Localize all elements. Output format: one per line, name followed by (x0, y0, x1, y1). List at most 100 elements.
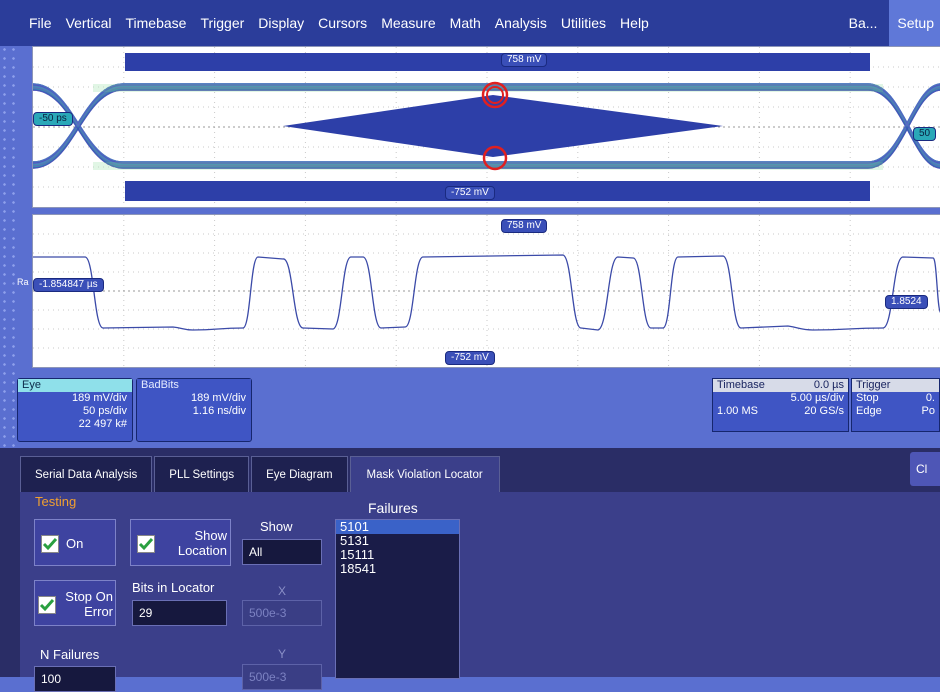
close-button[interactable]: Cl (910, 452, 940, 486)
on-toggle[interactable]: On (34, 519, 116, 566)
show-select[interactable]: All (242, 539, 322, 565)
failure-item[interactable]: 18541 (340, 561, 377, 576)
eye-trace-title: Eye (18, 379, 132, 392)
check-icon (39, 599, 55, 612)
bits-in-locator-label: Bits in Locator (132, 580, 215, 595)
trigger-row-2: Edge Po (852, 405, 939, 418)
check-icon (138, 538, 154, 551)
timebase-samples: 1.00 MS (717, 405, 758, 417)
show-location-label: Show Location (177, 528, 227, 558)
ra-marker: Ra (17, 277, 29, 287)
failure-item[interactable]: 5131 (340, 533, 369, 548)
badbits-trace-title: BadBits (137, 379, 251, 392)
menu-item-math[interactable]: Math (449, 15, 481, 31)
menu-item-utilities[interactable]: Utilities (560, 15, 607, 31)
tab-eye-diagram[interactable]: Eye Diagram (251, 456, 348, 493)
timebase-row: 1.00 MS 20 GS/s (713, 405, 848, 418)
menu-item-analysis[interactable]: Analysis (494, 15, 547, 31)
eye-trace (33, 83, 940, 163)
waveform-panel[interactable]: 758 mV -752 mV -1.854847 µs 1.8524 (32, 214, 940, 368)
failures-label: Failures (368, 500, 418, 516)
eye-left-time-label: -50 ps (33, 112, 73, 126)
eye-right-time-label: 50 (913, 127, 937, 141)
badbits-trace-line-1: 189 mV/div (190, 392, 246, 404)
stop-on-error-toggle[interactable]: Stop On Error (34, 580, 116, 626)
trigger-type: Edge (856, 405, 882, 417)
timebase-header: Timebase 0.0 µs (713, 379, 848, 392)
badbits-trace-box[interactable]: BadBits 189 mV/div 1.16 ns/div (136, 378, 252, 442)
trigger-slope: Po (921, 405, 935, 417)
tab-serial-data-analysis[interactable]: Serial Data Analysis (20, 456, 153, 493)
timebase-per-div: 5.00 µs/div (790, 392, 844, 404)
eye-diagram-panel[interactable]: 758 mV -752 mV -50 ps 50 (32, 46, 940, 208)
trigger-mode: Stop (856, 392, 879, 404)
wave-right-cursor-label[interactable]: 1.8524 (885, 295, 928, 309)
menu-item-display[interactable]: Display (258, 15, 305, 31)
stop-on-error-checkbox[interactable] (38, 596, 56, 614)
trigger-title: Trigger (856, 379, 891, 391)
wave-left-cursor-label[interactable]: -1.854847 µs (33, 278, 104, 292)
mask-violation-pane: Testing On Show Location Show All Stop O… (20, 492, 940, 692)
menu-items: File Vertical Timebase Trigger Display Cursor… (22, 15, 656, 31)
tab-mask-violation-locator[interactable]: Mask Violation Locator (349, 456, 500, 493)
n-failures-input[interactable]: 100 (34, 666, 116, 692)
show-location-checkbox[interactable] (137, 535, 155, 553)
menu-item-file[interactable]: File (29, 15, 52, 31)
testing-label: Testing (35, 494, 77, 509)
y-label: Y (278, 647, 287, 661)
violation-marker (482, 145, 508, 171)
eye-bottom-mask (125, 181, 870, 201)
menu-item-timebase[interactable]: Timebase (125, 15, 187, 31)
show-location-toggle[interactable]: Show Location (130, 519, 231, 566)
timebase-offset: 0.0 µs (813, 379, 844, 391)
menu-item-cursors[interactable]: Cursors (318, 15, 368, 31)
eye-diagram-plot (33, 47, 940, 207)
failure-item[interactable]: 15111 (340, 547, 375, 562)
eye-trace-line-3: 22 497 k# (78, 418, 127, 430)
trigger-header: Trigger (852, 379, 939, 392)
eye-top-mask (125, 53, 870, 71)
wave-top-label: 758 mV (501, 219, 548, 233)
dialog-tabs: Serial Data Analysis PLL Settings Eye Di… (20, 456, 502, 493)
eye-trace-line-1: 189 mV/div (71, 392, 127, 404)
failures-list[interactable]: 5101 5131 15111 18541 (335, 519, 460, 679)
menu-right: Ba... Setup (849, 0, 940, 46)
violation-marker (481, 81, 509, 109)
eye-trace (33, 89, 940, 169)
x-input[interactable]: 500e-3 (242, 600, 322, 626)
menu-bar: File Vertical Timebase Trigger Display Cursor… (0, 0, 940, 46)
menu-item-measure[interactable]: Measure (381, 15, 436, 31)
check-icon (42, 538, 58, 551)
trigger-box[interactable]: Trigger Stop 0. Edge Po (851, 378, 940, 432)
y-input[interactable]: 500e-3 (242, 664, 322, 690)
setup-button[interactable]: Setup (889, 0, 940, 46)
failure-item[interactable]: 5101 (336, 520, 459, 534)
eye-trace-box[interactable]: Eye 189 mV/div 50 ps/div 22 497 k# (17, 378, 133, 442)
on-checkbox[interactable] (41, 535, 59, 553)
bits-in-locator-input[interactable]: 29 (132, 600, 227, 626)
waveform-trace (33, 254, 940, 331)
timebase-rate: 20 GS/s (804, 405, 844, 417)
eye-trace (33, 83, 940, 163)
menu-item-ba[interactable]: Ba... (848, 15, 878, 31)
menu-item-vertical[interactable]: Vertical (65, 15, 112, 31)
eye-trace (33, 89, 940, 169)
timebase-title: Timebase (717, 379, 765, 391)
stop-on-error-label: Stop On Error (65, 589, 113, 619)
eye-center-mask (283, 95, 723, 157)
violation-marker (486, 86, 504, 104)
mask-violation-dialog: Serial Data Analysis PLL Settings Eye Di… (0, 448, 940, 692)
trigger-row-1: Stop 0. (852, 392, 939, 405)
trigger-level: 0. (925, 392, 935, 404)
eye-trace-line-2: 50 ps/div (82, 405, 127, 417)
show-label: Show (260, 519, 293, 534)
n-failures-label: N Failures (40, 647, 100, 662)
tab-pll-settings[interactable]: PLL Settings (154, 456, 250, 493)
badbits-trace-line-2: 1.16 ns/div (192, 405, 246, 417)
menu-item-help[interactable]: Help (620, 15, 649, 31)
on-label: On (66, 536, 84, 551)
menu-item-trigger[interactable]: Trigger (200, 15, 245, 31)
timebase-box[interactable]: Timebase 0.0 µs 5.00 µs/div 1.00 MS 20 G… (712, 378, 849, 432)
eye-bottom-mask-label: -752 mV (445, 186, 495, 200)
wave-bottom-label: -752 mV (445, 351, 495, 365)
